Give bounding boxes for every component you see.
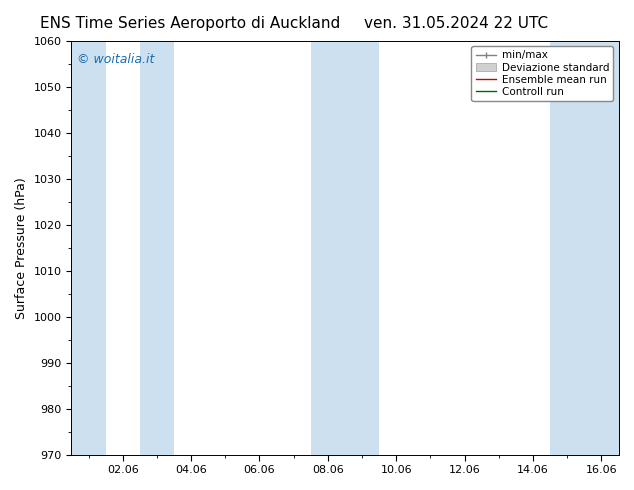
- Legend: min/max, Deviazione standard, Ensemble mean run, Controll run: min/max, Deviazione standard, Ensemble m…: [472, 46, 613, 101]
- Text: © woitalia.it: © woitalia.it: [77, 53, 154, 67]
- Bar: [550, 41, 619, 455]
- Text: ven. 31.05.2024 22 UTC: ven. 31.05.2024 22 UTC: [365, 16, 548, 31]
- Bar: [72, 41, 106, 455]
- Y-axis label: Surface Pressure (hPa): Surface Pressure (hPa): [15, 177, 28, 318]
- Bar: [139, 41, 174, 455]
- Bar: [311, 41, 379, 455]
- Text: ENS Time Series Aeroporto di Auckland: ENS Time Series Aeroporto di Auckland: [40, 16, 340, 31]
